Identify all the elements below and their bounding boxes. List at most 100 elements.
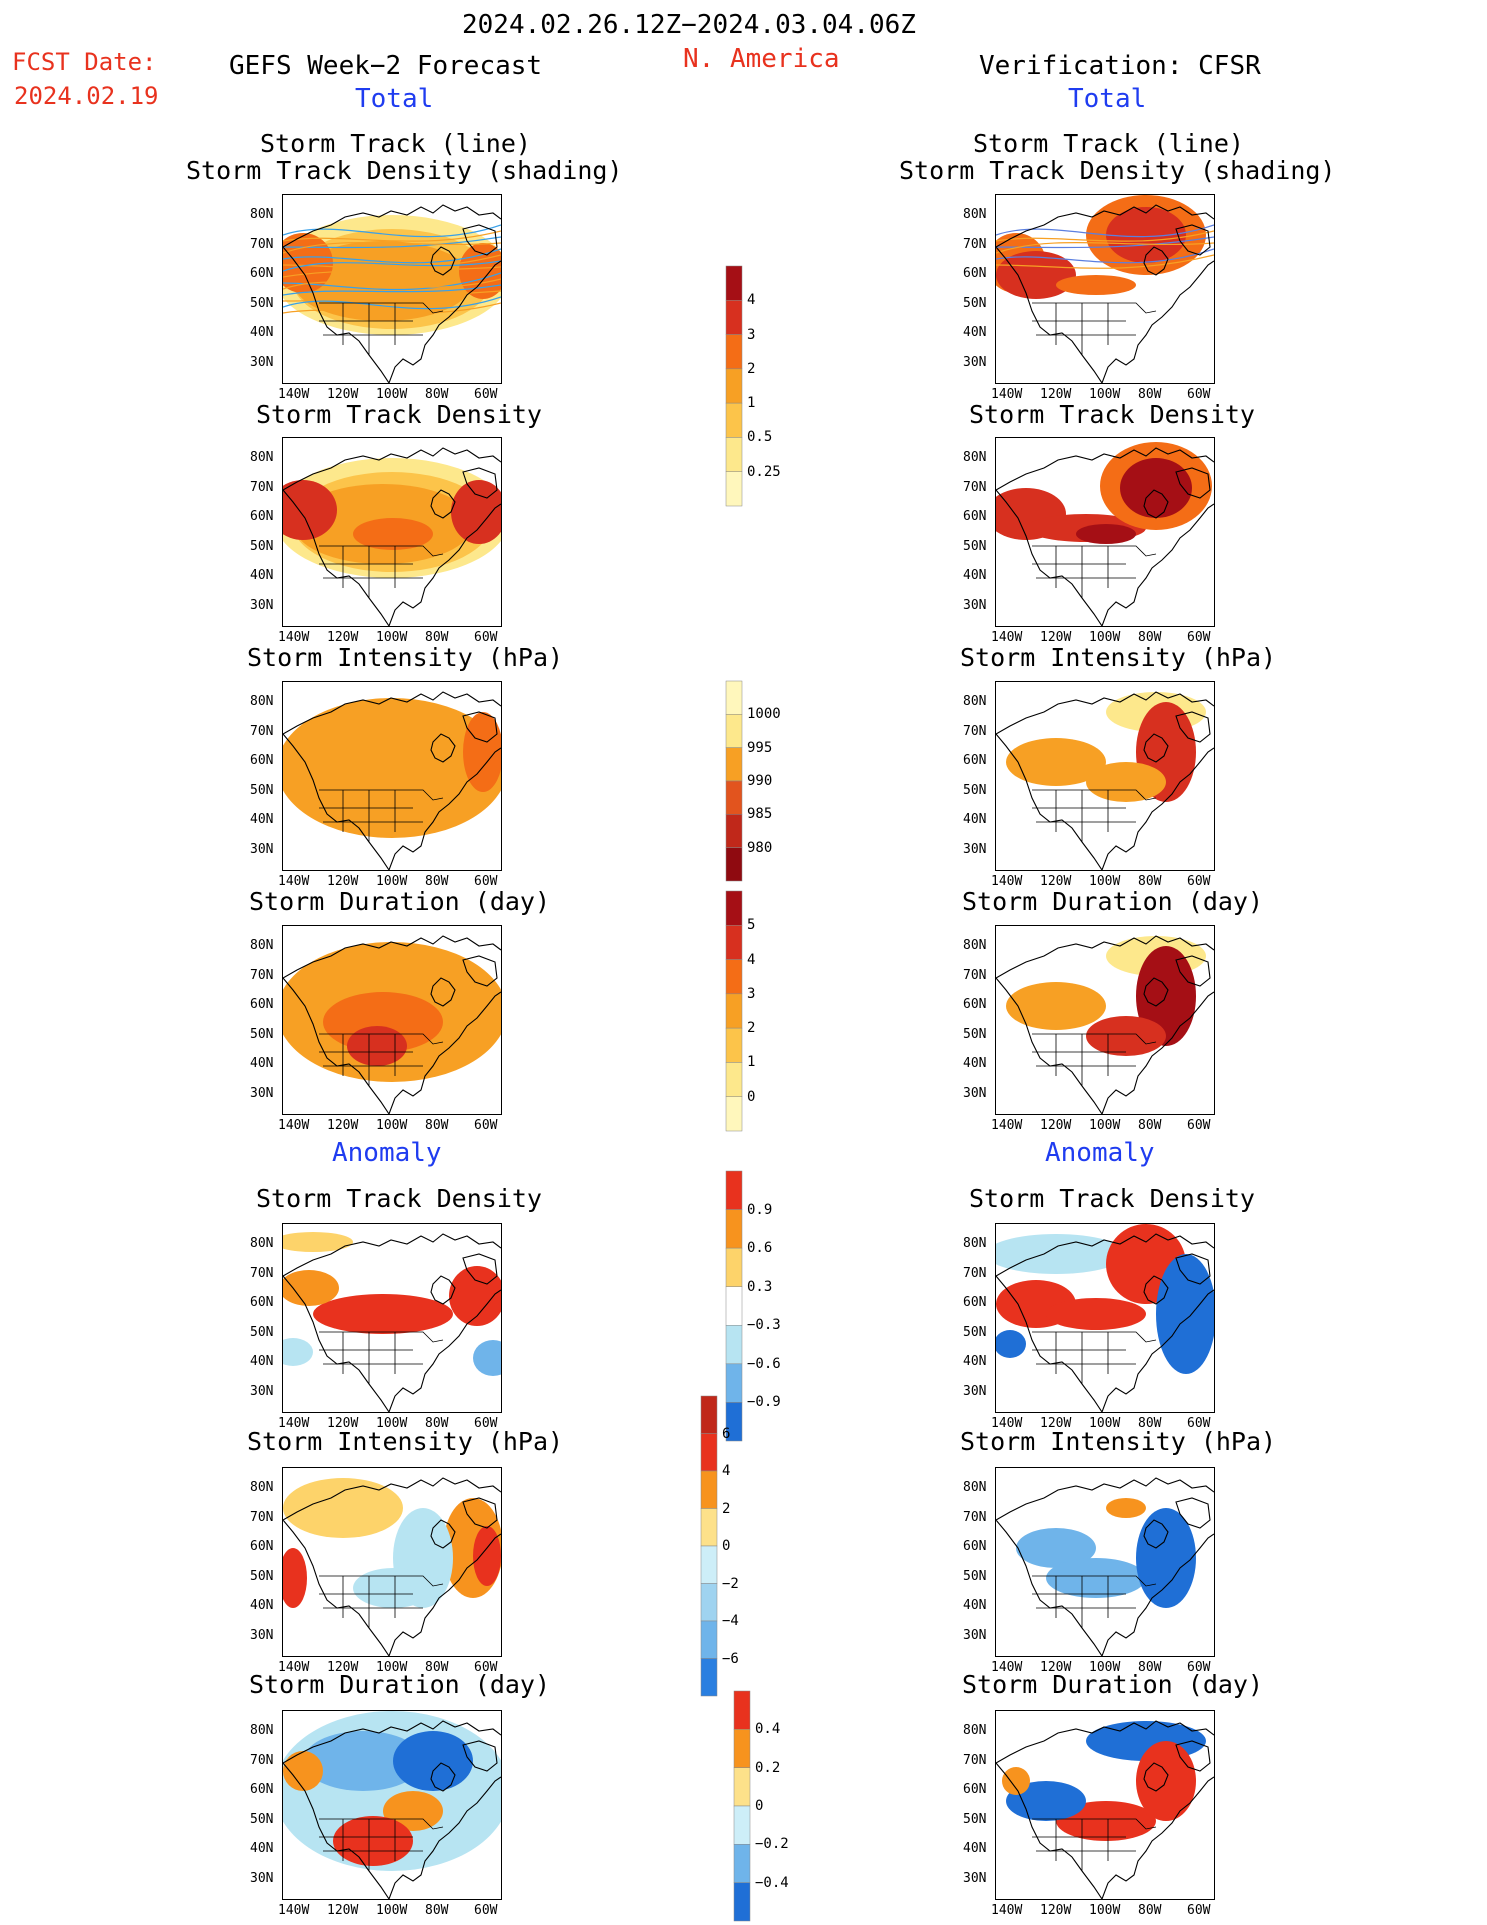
colorbar-label: 0.25 (747, 463, 781, 480)
lat-tick-label: 40N (250, 568, 274, 583)
colorbar-swatch (725, 1062, 743, 1097)
lat-tick-label: 60N (250, 266, 274, 281)
lon-tick-label: 120W (327, 387, 359, 402)
shading-region (996, 1234, 1126, 1274)
lon-tick-label: 80W (1138, 1903, 1162, 1918)
lat-tick-label: 60N (250, 1295, 274, 1310)
storm-track-line (283, 230, 501, 242)
lat-tick-label: 40N (250, 325, 274, 340)
colorbar-label: −0.6 (747, 1355, 781, 1372)
shading-region (383, 1791, 443, 1831)
lat-tick-label: 70N (963, 1265, 987, 1281)
title-vf-track-1: Storm Track (line) (973, 129, 1244, 158)
colorbar-density-anom (725, 1170, 743, 1442)
lon-tick-label: 100W (376, 1416, 408, 1431)
lon-tick-label: 120W (1040, 387, 1072, 402)
map-panel-vf-track (995, 194, 1215, 384)
lon-tick-label: 100W (1089, 1416, 1121, 1431)
map-panel-vf-anom-intensity (995, 1467, 1215, 1657)
map-panel-vf-duration (995, 925, 1215, 1115)
shading-region (1016, 1528, 1096, 1568)
lon-tick-label: 80W (425, 1903, 449, 1918)
lat-tick-label: 70N (250, 236, 274, 252)
lat-tick-label: 60N (963, 1295, 987, 1310)
lon-tick-label: 60W (1187, 387, 1211, 402)
lat-tick-label: 30N (963, 1383, 987, 1399)
lat-tick-label: 50N (250, 1811, 274, 1827)
coastline (996, 204, 1214, 383)
lon-tick-label: 60W (474, 1660, 498, 1675)
colorbar-label: −0.9 (747, 1394, 781, 1411)
lat-tick-label: 80N (250, 450, 274, 465)
shading-region (283, 1232, 353, 1252)
colorbar-label: −0.4 (755, 1874, 789, 1891)
lat-tick-label: 40N (250, 812, 274, 827)
colorbar-swatch (725, 265, 743, 301)
storm-track-line (283, 266, 501, 278)
colorbar-swatch (700, 1658, 718, 1697)
shading-region (353, 1568, 433, 1608)
colorbar-label: 6 (722, 1425, 731, 1442)
lat-tick-label: 60N (963, 1782, 987, 1797)
state-borders (1032, 302, 1157, 355)
colorbar-duration-total (725, 890, 743, 1132)
fcst-date-value: 2024.02.19 (14, 82, 159, 110)
lon-tick-label: 100W (376, 1118, 408, 1133)
lat-tick-label: 40N (963, 1598, 987, 1613)
lat-tick-label: 50N (963, 782, 987, 798)
lat-tick-label: 50N (250, 1324, 274, 1340)
state-borders (319, 1033, 444, 1086)
shading-region (451, 480, 501, 544)
map-panel-fc-intensity (282, 681, 502, 871)
lon-tick-label: 80W (1138, 1660, 1162, 1675)
lon-tick-label: 80W (425, 630, 449, 645)
colorbar-label: 5 (747, 917, 756, 934)
lat-tick-label: 60N (963, 509, 987, 524)
shading-region (283, 1751, 323, 1791)
lat-tick-label: 30N (963, 841, 987, 857)
lat-tick-label: 40N (963, 325, 987, 340)
state-borders (319, 1575, 444, 1628)
lon-tick-label: 140W (991, 630, 1023, 645)
lon-tick-label: 100W (376, 874, 408, 889)
colorbar-swatch (733, 1690, 751, 1730)
shading-region (283, 1270, 339, 1306)
coastline (283, 691, 501, 870)
shading-region (283, 480, 337, 540)
colorbar-swatch (725, 1096, 743, 1132)
lon-tick-label: 60W (1187, 1416, 1211, 1431)
lon-tick-label: 140W (278, 874, 310, 889)
lat-tick-label: 80N (963, 938, 987, 953)
lat-tick-label: 70N (963, 1509, 987, 1525)
lat-tick-label: 70N (250, 479, 274, 495)
lat-tick-label: 40N (963, 1354, 987, 1369)
lat-tick-label: 40N (250, 1056, 274, 1071)
colorbar-swatch (700, 1620, 718, 1659)
storm-track-line (283, 296, 501, 310)
shading-region (1136, 1508, 1196, 1608)
right-anomaly-label: Anomaly (1045, 1138, 1155, 1168)
state-borders (1032, 1033, 1157, 1086)
lat-tick-label: 50N (250, 1026, 274, 1042)
colorbar-swatch (733, 1882, 751, 1922)
title-fc-anom-intensity: Storm Intensity (hPa) (247, 1427, 564, 1456)
storm-track-line (283, 260, 501, 272)
lon-tick-label: 100W (1089, 1660, 1121, 1675)
lat-tick-label: 80N (250, 1723, 274, 1738)
lat-tick-label: 70N (250, 723, 274, 739)
colorbar-intensity-anom (700, 1395, 718, 1697)
state-borders (1032, 1331, 1157, 1384)
lat-tick-label: 30N (963, 597, 987, 613)
state-borders (319, 1331, 444, 1384)
lon-tick-label: 80W (1138, 874, 1162, 889)
lon-tick-label: 120W (327, 630, 359, 645)
lat-tick-label: 60N (963, 997, 987, 1012)
lat-tick-label: 30N (963, 354, 987, 370)
map-panel-fc-anom-intensity (282, 1467, 502, 1657)
lat-tick-label: 40N (963, 1056, 987, 1071)
lat-tick-label: 50N (250, 295, 274, 311)
lat-tick-label: 70N (963, 967, 987, 983)
storm-track-line (283, 302, 501, 314)
title-fc-anom-density: Storm Track Density (256, 1184, 542, 1213)
fcst-date-label: FCST Date: (12, 48, 157, 76)
